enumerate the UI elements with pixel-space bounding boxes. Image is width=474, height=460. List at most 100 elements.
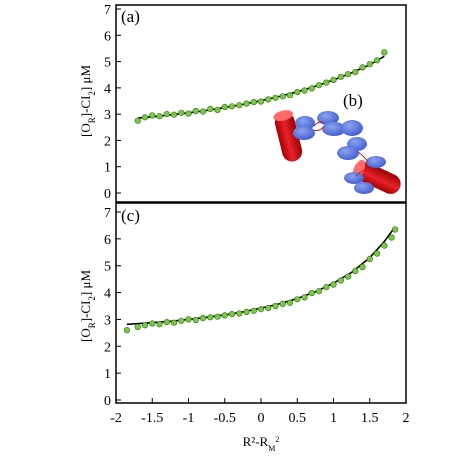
data-point xyxy=(149,320,156,327)
data-point xyxy=(359,264,366,271)
data-point xyxy=(192,316,199,324)
data-point xyxy=(373,57,381,64)
panel-c: 0 1 2 3 4 5 6 7 -2 -1.5 -1 -0.5 0 0.5 1 1.5 2 (c) xyxy=(104,202,410,426)
data-point xyxy=(294,88,301,96)
data-point xyxy=(149,112,156,119)
inset-label: (b) xyxy=(343,91,363,110)
panel-c-y-axis: 0 1 2 3 4 5 6 7 xyxy=(104,206,121,409)
panel-c-label: (c) xyxy=(121,206,140,225)
y-tick-label: 0 xyxy=(104,394,111,409)
y-tick-label: 6 xyxy=(104,29,111,44)
y-tick-label: 2 xyxy=(104,134,111,149)
y-tick-label: 7 xyxy=(104,3,111,18)
y-tick-label: 2 xyxy=(104,340,111,355)
y-axis-titles: [OR]-CI2] μM [OR]-CI2] μM xyxy=(78,65,97,342)
data-point xyxy=(170,111,178,118)
data-point xyxy=(272,94,279,101)
data-point xyxy=(279,300,286,308)
data-point xyxy=(315,82,323,89)
data-point xyxy=(344,71,352,78)
data-point xyxy=(344,273,352,280)
data-point xyxy=(352,68,359,76)
data-point xyxy=(250,98,257,106)
data-point xyxy=(236,102,243,109)
x-tick-label: -1.5 xyxy=(141,411,163,426)
linker-strands xyxy=(313,121,369,177)
x-tick-label: -0.5 xyxy=(214,411,236,426)
data-point xyxy=(373,250,381,257)
data-point xyxy=(156,113,163,120)
x-tick-label: 0 xyxy=(258,411,265,426)
data-point xyxy=(337,73,344,80)
y-tick-label: 1 xyxy=(104,161,111,176)
data-point xyxy=(221,312,228,319)
data-point xyxy=(250,307,257,314)
data-point xyxy=(286,92,294,99)
data-point xyxy=(315,288,323,295)
data-point xyxy=(163,110,170,118)
x-tick-label: -2 xyxy=(110,411,122,426)
x-tick-label: 1 xyxy=(330,411,337,426)
x-axis-title: R²-RM2 xyxy=(243,434,280,453)
panel-a-label: (a) xyxy=(121,7,140,26)
data-point xyxy=(141,114,149,121)
data-point xyxy=(207,314,214,321)
panel-c-frame xyxy=(115,202,407,404)
data-point xyxy=(308,85,315,92)
data-point xyxy=(185,316,192,323)
panel-a-points xyxy=(134,49,388,124)
y-tick-label: 3 xyxy=(104,108,111,123)
data-point xyxy=(178,109,185,116)
data-point xyxy=(170,319,178,326)
data-point xyxy=(286,299,294,306)
data-point xyxy=(265,305,272,312)
data-point xyxy=(228,311,236,318)
y-axis-title: [OR]-CI2] μM xyxy=(78,65,97,137)
y-tick-label: 5 xyxy=(104,56,111,71)
data-point xyxy=(243,308,250,316)
data-point xyxy=(199,108,207,115)
data-point xyxy=(294,296,301,303)
data-point xyxy=(308,290,315,297)
panel-a-y-axis: 0 1 2 3 4 5 6 7 xyxy=(104,3,121,202)
data-point xyxy=(265,96,272,103)
y-tick-label: 7 xyxy=(104,206,111,221)
data-point xyxy=(352,268,359,275)
y-tick-label: 0 xyxy=(104,187,111,202)
y-tick-label: 4 xyxy=(104,287,111,302)
data-point xyxy=(257,306,265,313)
y-tick-label: 3 xyxy=(104,313,111,328)
data-point xyxy=(301,294,308,301)
x-tick-label: 0.5 xyxy=(289,411,307,426)
protein-inset-illustration: (b) xyxy=(273,91,401,194)
data-point xyxy=(134,323,141,331)
data-point xyxy=(192,107,199,115)
x-tick-label: 2 xyxy=(403,411,410,426)
data-point xyxy=(134,117,141,124)
data-point xyxy=(185,110,192,117)
data-point xyxy=(156,321,163,328)
panel-a: 0 1 2 3 4 5 6 7 (a) (b) xyxy=(104,3,407,203)
data-point xyxy=(236,310,243,317)
data-point xyxy=(301,87,308,94)
y-tick-label: 4 xyxy=(104,82,111,97)
data-point xyxy=(359,64,366,71)
data-point xyxy=(272,302,279,310)
y-tick-label: 5 xyxy=(104,260,111,275)
data-point xyxy=(388,234,395,241)
data-point xyxy=(337,277,344,284)
data-point xyxy=(366,61,373,68)
y-axis-title: [OR]-CI2] μM xyxy=(78,270,97,342)
data-point xyxy=(141,322,149,329)
data-point xyxy=(199,315,207,322)
data-point xyxy=(330,76,337,84)
x-tick-label: 1.5 xyxy=(361,411,379,426)
data-point xyxy=(330,281,337,288)
data-point xyxy=(279,93,286,100)
y-tick-label: 6 xyxy=(104,233,111,248)
data-point xyxy=(221,103,228,111)
data-point xyxy=(228,103,236,110)
data-point xyxy=(323,284,330,291)
x-tick-label: -1 xyxy=(183,411,195,426)
